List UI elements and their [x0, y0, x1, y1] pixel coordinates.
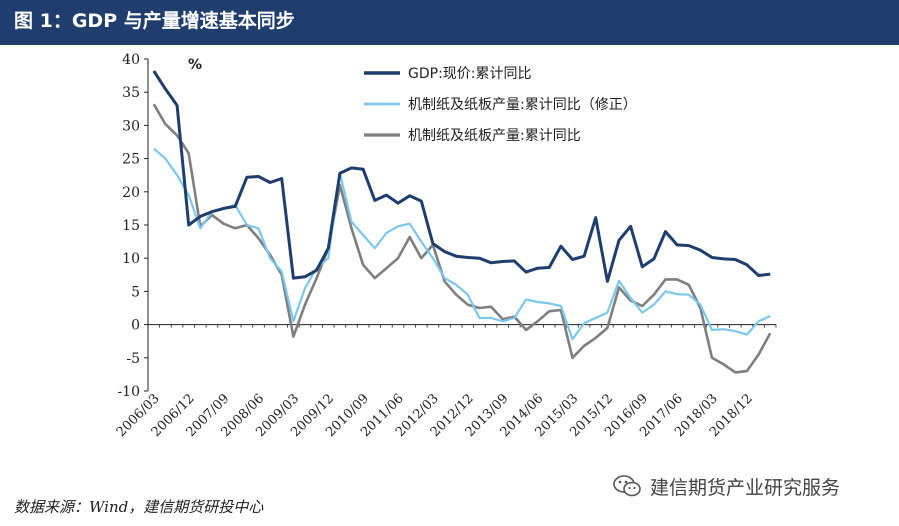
title-underline [0, 42, 899, 45]
series-line-0 [152, 70, 771, 283]
y-tick-label: 30 [122, 118, 140, 134]
y-tick-label: 25 [122, 152, 140, 168]
series-line-2 [152, 103, 772, 374]
watermark-text: 建信期货产业研究服务 [650, 476, 841, 499]
y-tick-label: 15 [122, 218, 140, 234]
chart-series [152, 70, 772, 374]
y-unit-label: % [188, 57, 202, 73]
y-tick-label: 20 [122, 185, 140, 201]
y-tick-label: 10 [122, 251, 140, 267]
y-tick-label: -5 [126, 351, 140, 367]
figure-title: 图 1：GDP 与产量增速基本同步 [0, 0, 899, 42]
watermark: 建信期货产业研究服务 [612, 470, 840, 502]
series-line-1 [153, 147, 771, 341]
legend-label-2: 机制纸及纸板产量:累计同比 [408, 128, 581, 144]
line-chart: -10-505101520253035402006/032006/122007/… [114, 52, 777, 440]
y-tick-label: 40 [122, 52, 140, 68]
legend-label-1: 机制纸及纸板产量:累计同比（修正） [408, 97, 637, 113]
y-tick-label: 35 [122, 85, 140, 101]
y-tick-label: 0 [131, 318, 140, 334]
y-tick-label: -10 [117, 384, 140, 400]
wechat-icon [613, 475, 641, 497]
data-source-note: 数据来源：Wind，建信期货研投中心 [14, 498, 264, 516]
legend-label-0: GDP:现价:累计同比 [408, 66, 532, 82]
y-tick-label: 5 [131, 284, 140, 300]
